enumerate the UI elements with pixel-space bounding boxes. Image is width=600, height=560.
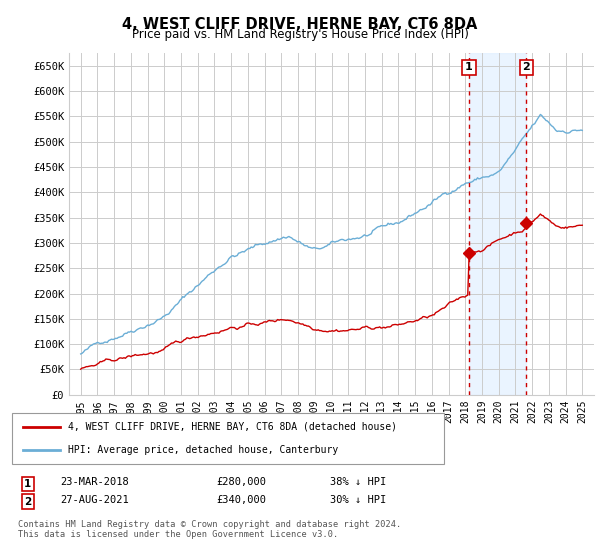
Text: 30% ↓ HPI: 30% ↓ HPI [330, 495, 386, 505]
Text: 38% ↓ HPI: 38% ↓ HPI [330, 477, 386, 487]
Text: 2: 2 [24, 497, 31, 507]
Bar [469, 53, 526, 395]
Text: Contains HM Land Registry data © Crown copyright and database right 2024.
This d: Contains HM Land Registry data © Crown c… [18, 520, 401, 539]
Text: Price paid vs. HM Land Registry's House Price Index (HPI): Price paid vs. HM Land Registry's House … [131, 28, 469, 41]
Text: £340,000: £340,000 [216, 495, 266, 505]
Text: 4, WEST CLIFF DRIVE, HERNE BAY, CT6 8DA (detached house): 4, WEST CLIFF DRIVE, HERNE BAY, CT6 8DA … [68, 422, 397, 432]
Text: HPI: Average price, detached house, Canterbury: HPI: Average price, detached house, Cant… [68, 445, 338, 455]
Text: £280,000: £280,000 [216, 477, 266, 487]
Text: 23-MAR-2018: 23-MAR-2018 [60, 477, 129, 487]
Text: 27-AUG-2021: 27-AUG-2021 [60, 495, 129, 505]
Text: 1: 1 [465, 62, 473, 72]
FancyBboxPatch shape [12, 413, 444, 464]
Text: 1: 1 [24, 479, 31, 489]
Text: 2: 2 [523, 62, 530, 72]
Text: 4, WEST CLIFF DRIVE, HERNE BAY, CT6 8DA: 4, WEST CLIFF DRIVE, HERNE BAY, CT6 8DA [122, 17, 478, 32]
